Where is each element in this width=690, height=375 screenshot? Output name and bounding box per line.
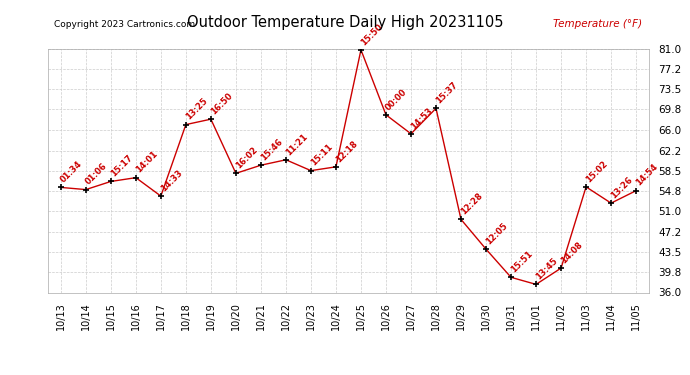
Text: 15:51: 15:51 (509, 249, 534, 274)
Text: 15:17: 15:17 (108, 153, 134, 178)
Text: 12:28: 12:28 (459, 191, 484, 217)
Text: 14:33: 14:33 (159, 168, 184, 193)
Text: 13:45: 13:45 (534, 256, 559, 282)
Text: Temperature (°F): Temperature (°F) (553, 19, 642, 29)
Text: 14:53: 14:53 (408, 106, 434, 131)
Text: 15:11: 15:11 (308, 142, 334, 168)
Text: 11:21: 11:21 (284, 132, 309, 157)
Text: 01:06: 01:06 (83, 162, 109, 187)
Text: 15:50: 15:50 (359, 22, 384, 47)
Text: Copyright 2023 Cartronics.com: Copyright 2023 Cartronics.com (55, 20, 195, 29)
Text: 00:00: 00:00 (384, 87, 408, 112)
Text: 14:01: 14:01 (134, 150, 159, 175)
Text: 15:37: 15:37 (434, 80, 459, 105)
Text: 01:34: 01:34 (59, 159, 83, 184)
Text: 13:26: 13:26 (609, 175, 634, 200)
Text: Outdoor Temperature Daily High 20231105: Outdoor Temperature Daily High 20231105 (187, 15, 503, 30)
Text: 14:54: 14:54 (634, 162, 659, 188)
Text: 15:02: 15:02 (584, 159, 609, 184)
Text: 15:46: 15:46 (259, 137, 284, 162)
Text: 12:05: 12:05 (484, 221, 509, 246)
Text: 14:08: 14:08 (559, 240, 584, 266)
Text: 12:18: 12:18 (334, 139, 359, 164)
Text: 16:02: 16:02 (234, 145, 259, 171)
Text: 13:25: 13:25 (184, 96, 209, 122)
Text: 16:50: 16:50 (208, 91, 234, 116)
